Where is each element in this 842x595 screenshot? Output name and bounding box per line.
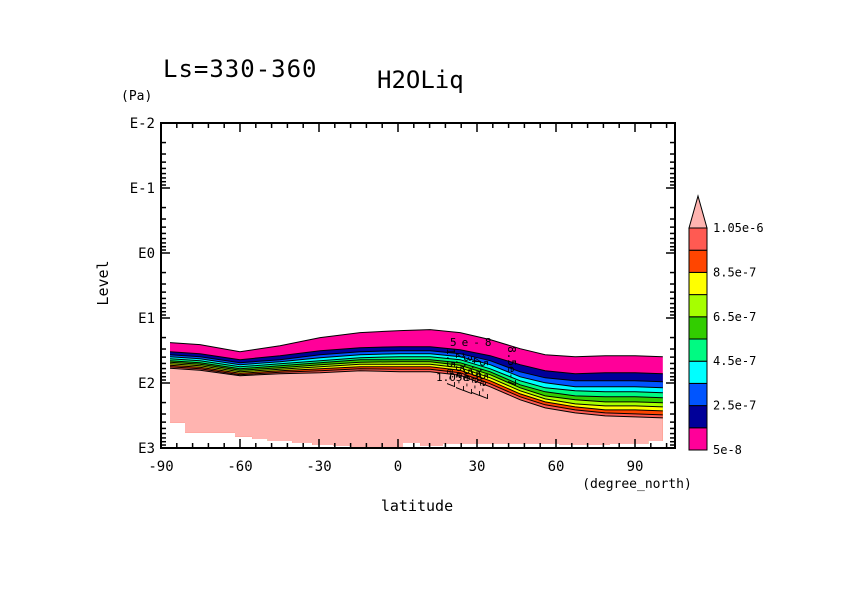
colorbar-box (688, 360, 708, 384)
colorbar-box (688, 294, 708, 318)
contour-value-label: 1.5e-7 (444, 348, 457, 388)
x-tick-label: 90 (627, 459, 644, 475)
x-tick-label: -60 (227, 459, 252, 475)
colorbar-box (688, 316, 708, 340)
axis-ticks (160, 122, 675, 449)
y-tick-label: E0 (138, 246, 155, 262)
y-tick-label: E-2 (130, 116, 155, 132)
contour-line (170, 366, 663, 416)
colorbar-box (688, 382, 708, 407)
y-tick-label: E2 (138, 376, 155, 392)
y-tick-label: E-1 (130, 181, 155, 197)
x-tick-label: -30 (306, 459, 331, 475)
colorbar-label: 1.05e-6 (713, 221, 764, 235)
contour-line (170, 350, 663, 383)
colorbar-label: 5e-8 (713, 443, 742, 457)
contour-line (170, 364, 663, 412)
x-axis-unit: (degree_north) (582, 477, 692, 492)
contour-value-label: 8.5e-7 (505, 346, 518, 386)
y-tick-label: E3 (138, 441, 155, 457)
contour-line (170, 346, 663, 375)
colorbar-box (688, 249, 708, 273)
contour-value-label: 4.5e-7 (469, 357, 482, 397)
colorbar-label: 6.5e-7 (713, 310, 756, 324)
colorbar-box (688, 271, 708, 296)
colorbar-label: 8.5e-7 (713, 265, 756, 279)
contour-value-label: 2.5e-7 (453, 352, 466, 392)
colorbar-box (688, 227, 708, 251)
contour-line (170, 353, 663, 389)
x-tick-label: 30 (469, 459, 486, 475)
plot-frame (160, 122, 676, 449)
y-tick-label: E1 (138, 311, 155, 327)
contour-line (170, 363, 663, 408)
variable-title: H2OLiq (377, 66, 464, 94)
colorbar-label: 4.5e-7 (713, 354, 756, 368)
contour-line (170, 329, 663, 358)
contour-line (170, 367, 663, 419)
contour-line (170, 356, 663, 394)
colorbar: 1.05e-6 8.5e-7 6.5e-7 4.5e-7 2.5e-7 5e-8 (688, 194, 764, 457)
colorbar-box (688, 405, 708, 429)
contour-value-label: 5e-8 (450, 336, 497, 349)
contour-value-label: 3.5e-7 (461, 355, 474, 395)
x-tick-label: 0 (394, 459, 402, 475)
contour-value-label: 5.5e-7 (477, 360, 490, 400)
colorbar-box (688, 427, 708, 451)
season-title: Ls=330-360 (163, 55, 318, 83)
contour-line (170, 361, 663, 404)
colorbar-label: 2.5e-7 (713, 399, 756, 413)
contour-value-label: 1.05e-6 (436, 371, 482, 384)
colorbar-overflow-arrow (688, 194, 708, 229)
x-tick-label: -90 (148, 459, 173, 475)
x-axis-label: latitude (380, 497, 454, 515)
contour-line (170, 359, 663, 399)
x-tick-label: 60 (548, 459, 565, 475)
colorbar-box (688, 338, 708, 362)
y-axis-unit: (Pa) (121, 89, 153, 104)
